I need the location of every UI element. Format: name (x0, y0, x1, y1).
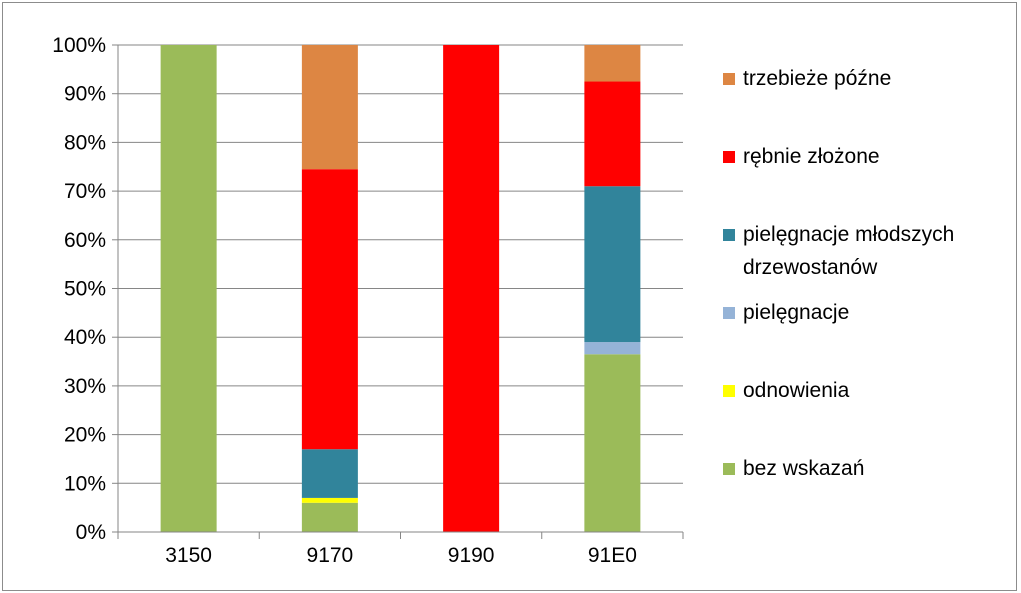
legend: trzebieże późne rębnie złożone pielęgnacje… (723, 67, 954, 480)
legend-swatch (723, 229, 735, 241)
y-tick-label: 50% (64, 278, 106, 301)
legend-swatch (723, 307, 735, 319)
bar-segment (301, 449, 358, 498)
axes: 0% 10% 20% 30% 40% 50% 60% 70% 80% 90% 100% 3150 917… (52, 34, 684, 567)
legend-label: bez wskazań (743, 457, 864, 480)
legend-swatch (723, 73, 735, 85)
y-tick-label: 80% (64, 131, 106, 154)
x-tick-label: 91E0 (588, 544, 637, 567)
legend-label: pielęgnacje (743, 301, 849, 324)
x-tick-label: 9170 (307, 544, 354, 567)
legend-swatch (723, 151, 735, 163)
bar-segment (584, 342, 641, 355)
legend-label: rębnie złożone (743, 145, 880, 168)
bar-segment (160, 45, 217, 532)
legend-label: trzebieże późne (743, 67, 891, 90)
bar-segment (584, 45, 641, 82)
y-tick-label: 20% (64, 424, 106, 447)
bar-segment (584, 186, 641, 343)
bar-segment (584, 81, 641, 187)
chart-svg: 0% 10% 20% 30% 40% 50% 60% 70% 80% 90% 100% 3150 917… (52, 34, 954, 567)
bars (160, 45, 641, 532)
y-tick-label: 100% (52, 34, 106, 57)
bar-segment (301, 497, 358, 503)
y-tick-label: 40% (64, 326, 106, 349)
legend-swatch (723, 463, 735, 475)
bar-segment (443, 45, 500, 532)
y-tick-label: 30% (64, 375, 106, 398)
x-tick-label: 3150 (165, 544, 212, 567)
bar-segment (584, 354, 641, 532)
bar-segment (301, 169, 358, 450)
legend-swatch (723, 385, 735, 397)
y-tick-label: 0% (76, 521, 106, 544)
legend-label: odnowienia (743, 379, 850, 402)
bar-segment (301, 502, 358, 532)
legend-label: pielęgnacje młodszych drzewostanów (743, 223, 954, 279)
bar-segment (301, 45, 358, 170)
y-tick-label: 70% (64, 180, 106, 203)
y-tick-label: 10% (64, 472, 106, 495)
x-tick-label: 9190 (448, 544, 495, 567)
y-tick-label: 60% (64, 229, 106, 252)
y-tick-label: 90% (64, 83, 106, 106)
